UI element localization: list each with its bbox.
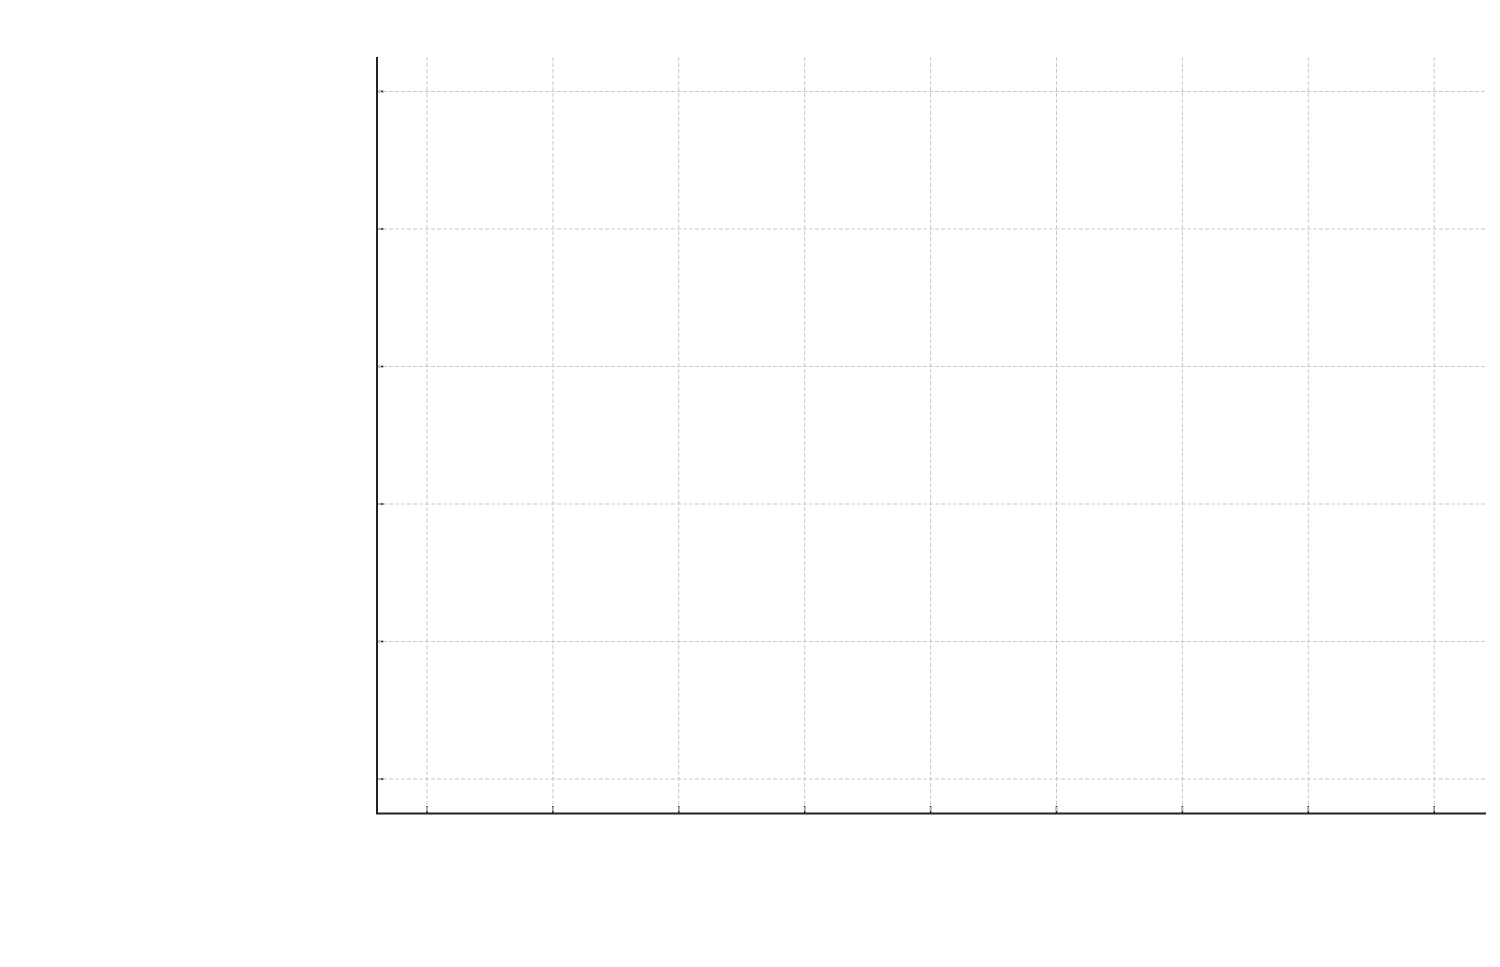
page: (() => { const data = JSON.parse(documen… <box>376 57 1486 815</box>
chart <box>376 57 1486 815</box>
